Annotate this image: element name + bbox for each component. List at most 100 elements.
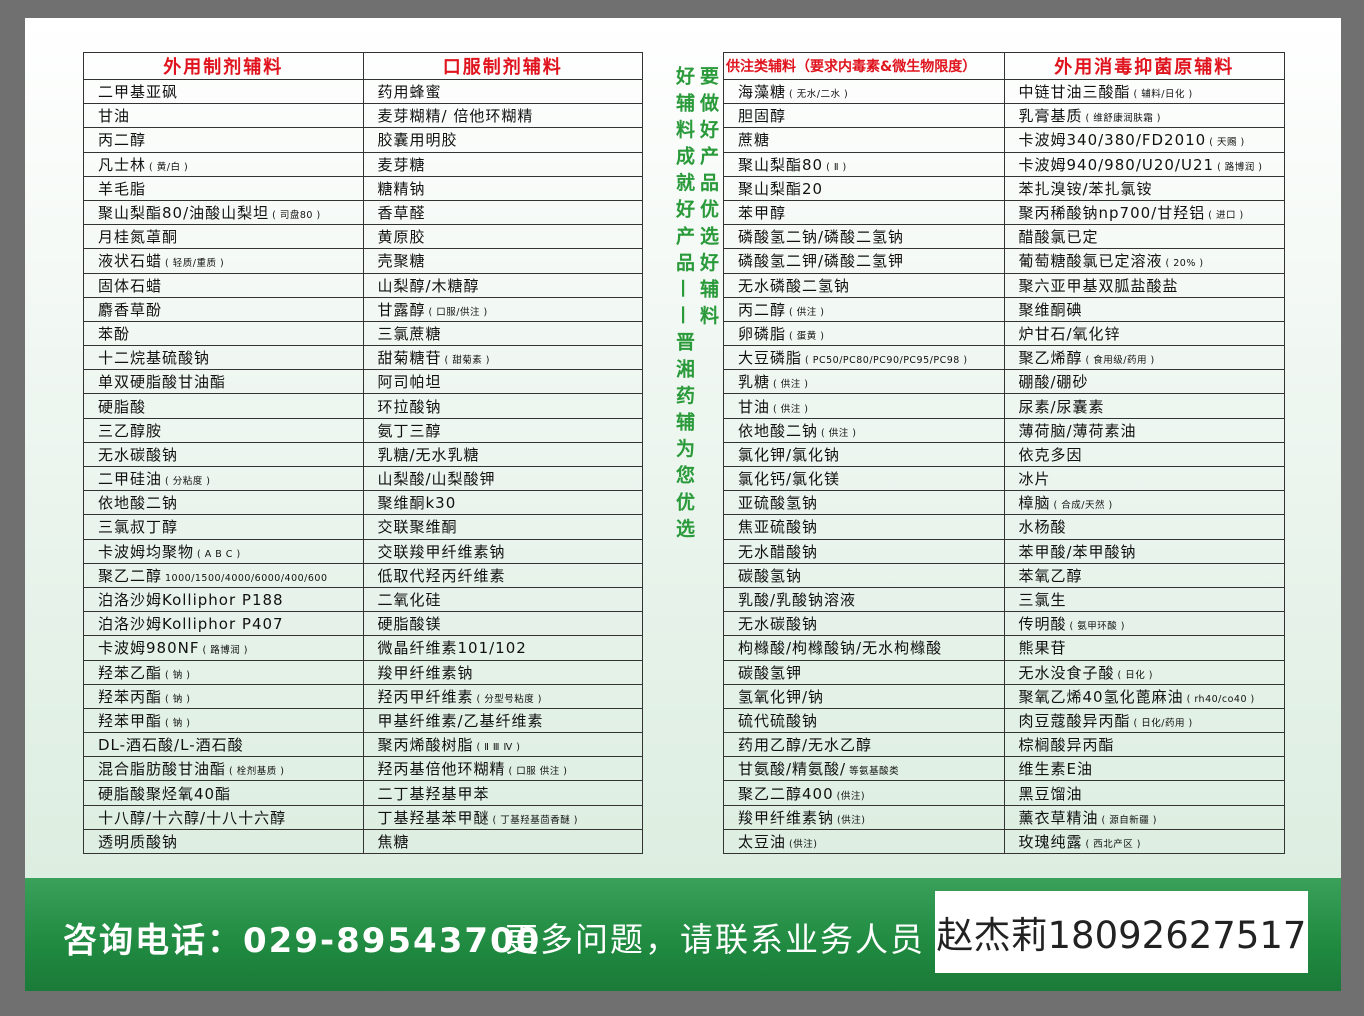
table-cell: 乳糖( 供注 ) <box>723 369 1005 395</box>
table-cell: 棕榈酸异丙酯 <box>1003 732 1285 758</box>
excipient-name: 泊洛沙姆Kolliphor P188 <box>98 591 284 610</box>
excipient-name: 薰衣草精油 <box>1018 808 1099 827</box>
table-cell: 二甲基亚砜 <box>83 78 364 105</box>
excipient-name: 水杨酸 <box>1018 518 1067 537</box>
excipient-note: ( 维舒康润肤霜 ) <box>1085 113 1161 125</box>
table-row: 无水碳酸钠 传明酸( 氨甲环酸 ) <box>723 611 1285 637</box>
excipient-name: 药用蜂蜜 <box>377 83 442 102</box>
table-cell: 乳膏基质( 维舒康润肤霜 ) <box>1003 103 1285 129</box>
excipient-name: 氯化钾/氯化钠 <box>738 445 841 464</box>
excipient-name: 十八醇/十六醇/十八十六醇 <box>98 808 287 827</box>
table-row: 聚山梨酯80( Ⅱ ) 卡波姆940/980/U20/U21( 路博润 ) <box>723 151 1285 177</box>
excipient-name: 炉甘石/氧化锌 <box>1018 324 1121 343</box>
table-cell: 甘氨酸/精氨酸/等氨基酸类 <box>723 756 1005 782</box>
table-cell: 交联羧甲纤维素钠 <box>362 538 643 564</box>
table-cell: 维生素E油 <box>1003 756 1285 782</box>
table-cell: 薄荷脑/薄荷素油 <box>1003 417 1285 443</box>
table-row: 聚乙二醇400 (供注) 黑豆馏油 <box>723 780 1285 806</box>
table-row: 十八醇/十六醇/十八十六醇 丁基羟基苯甲醚( 丁基羟基茴香醚 ) <box>83 804 643 830</box>
table-cell: 二丁基羟基甲苯 <box>362 780 643 806</box>
excipient-name: 氨丁三醇 <box>377 421 442 440</box>
excipient-name: 苯甲酸/苯甲酸钠 <box>1018 542 1137 561</box>
excipient-name: 葡萄糖酸氯已定溶液 <box>1018 252 1163 271</box>
excipient-name: DL-酒石酸/L-酒石酸 <box>98 736 244 755</box>
excipient-name: 单双硬脂酸甘油酯 <box>98 373 227 392</box>
excipient-note: (供注) <box>837 814 866 826</box>
excipient-name: 乳糖 <box>738 373 771 392</box>
excipient-note: ( 日化/药用 ) <box>1133 717 1193 729</box>
table-cell: 羧甲纤维素钠 <box>362 659 643 685</box>
table-cell: 苯氧乙醇 <box>1003 562 1285 588</box>
excipient-name: 香草醛 <box>377 204 426 223</box>
table-cell: 磷酸氢二钾/磷酸二氢钾 <box>723 248 1005 274</box>
table-cell: 聚乙二醇400 (供注) <box>723 780 1005 806</box>
excipient-name: 玫瑰纯露 <box>1018 832 1083 851</box>
excipient-note: ( 分型号粘度 ) <box>476 693 542 705</box>
excipient-note: 1000/1500/4000/6000/400/600 <box>165 572 328 584</box>
table-cell: 麦芽糊精/ 倍他环糊精 <box>362 103 643 129</box>
table-cell: 硬脂酸聚烃氧40酯 <box>83 780 364 806</box>
consult-phone: 咨询电话：029-89543700 <box>63 921 542 961</box>
excipient-name: 海藻糖 <box>738 83 787 102</box>
excipient-note: ( 供注 ) <box>773 403 809 415</box>
excipient-name: 棕榈酸异丙酯 <box>1018 736 1115 755</box>
table-cell: 硬脂酸 <box>83 393 364 419</box>
excipient-name: 乳酸/乳酸钠溶液 <box>738 591 857 610</box>
excipient-name: 三乙醇胺 <box>98 421 163 440</box>
table-row: 无水醋酸钠 苯甲酸/苯甲酸钠 <box>723 538 1285 564</box>
table-cell: 氢氧化钾/钠 <box>723 683 1005 709</box>
excipient-name: 聚山梨酯20 <box>738 179 824 198</box>
excipient-note: ( 辅料/日化 ) <box>1133 89 1193 101</box>
table-cell: 香草醛 <box>362 199 643 226</box>
excipient-name: 硫代硫酸钠 <box>738 711 819 730</box>
excipient-note: ( 食用级/药用 ) <box>1085 355 1155 367</box>
table-cell: 聚维酮k30 <box>362 490 643 516</box>
excipient-note: ( 氨甲环酸 ) <box>1069 621 1125 633</box>
table-cell: 硬脂酸镁 <box>362 611 643 637</box>
table-cell: 丙二醇( 供注 ) <box>723 296 1005 322</box>
excipient-name: 蔗糖 <box>738 131 771 150</box>
table-cell: 聚山梨酯80/油酸山梨坦( 司盘80 ) <box>83 199 364 226</box>
excipient-name: 无水磷酸二氢钠 <box>738 276 851 295</box>
excipient-name: 卡波姆980NF <box>98 639 200 658</box>
excipient-name: 麝香草酚 <box>98 300 163 319</box>
table-cell: 环拉酸钠 <box>362 393 643 419</box>
table-row: 氢氧化钾/钠 聚氧乙烯40氢化蓖麻油( rh40/co40 ) <box>723 683 1285 709</box>
excipient-note: ( 司盘80 ) <box>272 210 321 222</box>
excipient-name: 焦糖 <box>377 832 410 851</box>
table-cell: 玫瑰纯露( 西北产区 ) <box>1003 828 1285 855</box>
table-row: 太豆油 (供注) 玫瑰纯露( 西北产区 ) <box>723 828 1285 855</box>
excipient-name: 羧甲纤维素钠 <box>377 663 474 682</box>
excipient-name: 卡波姆340/380/FD2010 <box>1018 131 1207 150</box>
table-row: 甘氨酸/精氨酸/等氨基酸类 维生素E油 <box>723 756 1285 782</box>
excipient-name: 丙二醇 <box>738 300 787 319</box>
table-cell: 无水没食子酸( 日化 ) <box>1003 659 1285 685</box>
excipient-name: 低取代羟丙纤维素 <box>377 566 506 585</box>
table-cell: 卡波姆940/980/U20/U21( 路博润 ) <box>1003 151 1285 177</box>
excipient-name: 三氯生 <box>1018 591 1067 610</box>
excipient-name: 碳酸氢钾 <box>738 663 803 682</box>
excipient-name: 交联聚维酮 <box>377 518 458 537</box>
table-cell: 聚六亚甲基双胍盐酸盐 <box>1003 272 1285 298</box>
table-row: 硬脂酸 环拉酸钠 <box>83 393 643 419</box>
excipient-name: 聚丙稀酸钠np700/甘羟铝 <box>1018 204 1206 223</box>
table-cell: 蔗糖 <box>723 127 1005 153</box>
table-row: 硫代硫酸钠 肉豆蔻酸异丙酯( 日化/药用 ) <box>723 707 1285 734</box>
excipient-note: ( A B C ) <box>197 548 241 560</box>
table-cell: 壳聚糖 <box>362 248 643 274</box>
table-row: 亚硫酸氢钠 樟脑( 合成/天然 ) <box>723 490 1285 516</box>
table-cell: 甘油( 供注 ) <box>723 393 1005 419</box>
excipient-note: (供注) <box>789 838 818 850</box>
contact-footer: 咨询电话：029-89543700 更多问题，请联系业务人员 赵杰莉180926… <box>25 878 1341 991</box>
excipient-name: 无水碳酸钠 <box>738 615 819 634</box>
table-row: 羧甲纤维素钠 (供注) 薰衣草精油( 源自新疆 ) <box>723 804 1285 830</box>
table-cell: 焦亚硫酸钠 <box>723 514 1005 540</box>
header-oral-excipients: 口服制剂辅料 <box>362 52 643 80</box>
table-cell: 丙二醇 <box>83 127 364 153</box>
table-row: 碳酸氢钠 苯氧乙醇 <box>723 562 1285 588</box>
excipient-name: 黑豆馏油 <box>1018 784 1083 803</box>
excipient-note: ( 进口 ) <box>1208 210 1244 222</box>
injection-disinfectant-excipients-table: 供注类辅料（要求内毒素&微生物限度） 外用消毒抑菌原辅料 海藻糖( 无水/二水 … <box>723 52 1285 855</box>
excipient-name: 羧甲纤维素钠 <box>738 808 835 827</box>
excipient-name: 聚乙烯醇 <box>1018 349 1083 368</box>
